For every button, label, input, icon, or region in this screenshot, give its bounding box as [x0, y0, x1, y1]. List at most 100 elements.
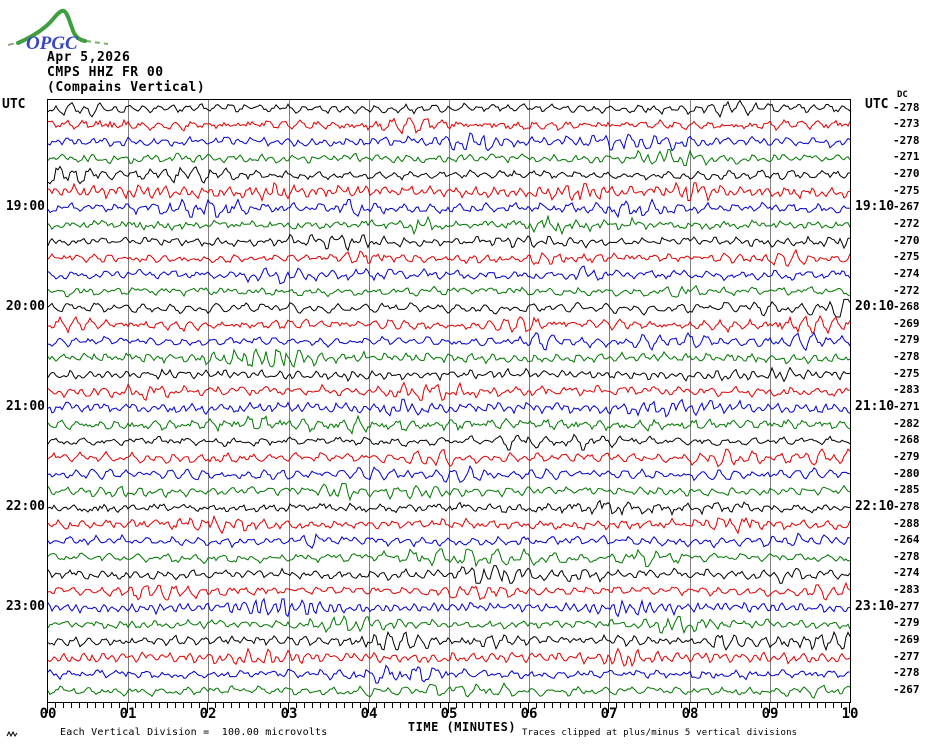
right-time-axis: 19:10 20:10 21:10 22:10 23:10 [853, 0, 898, 744]
dc-value: -278 [893, 101, 920, 114]
left-time-axis: 19:00 20:00 21:00 22:00 23:00 [0, 0, 45, 744]
dc-value: -264 [893, 533, 920, 546]
logo-mountain-icon: OPGC [7, 8, 109, 54]
right-hour-label: 20:10 [855, 299, 895, 314]
seismo-trace-6 [48, 181, 850, 203]
dc-value: -278 [893, 666, 920, 679]
dc-value: -270 [893, 234, 920, 247]
logo-text: OPGC [26, 33, 78, 54]
seismo-trace-31 [48, 597, 850, 618]
x-tick-label-02: 02 [199, 706, 217, 722]
seismo-trace-32 [48, 614, 850, 635]
x-tick-label-07: 07 [600, 706, 618, 722]
dc-value: -271 [893, 400, 920, 413]
seismo-trace-34 [48, 647, 850, 668]
x-tick-labels: 00 01 02 03 04 05 06 07 08 09 10 [0, 707, 930, 723]
x-tick-label-08: 08 [681, 706, 699, 722]
left-hour-label: 20:00 [5, 299, 45, 314]
x-tick-label-01: 01 [119, 706, 137, 722]
dc-value: -274 [893, 566, 920, 579]
seismo-trace-1 [48, 100, 850, 119]
right-hour-label: 23:10 [855, 599, 895, 614]
seismo-trace-27 [48, 532, 850, 549]
seismo-trace-22 [48, 448, 850, 468]
seismo-trace-30 [48, 581, 850, 601]
dc-column-header: DC [897, 90, 908, 100]
dc-value: -279 [893, 333, 920, 346]
dc-value: -285 [893, 483, 920, 496]
dc-value: -275 [893, 367, 920, 380]
microvolt-scale-icon [6, 730, 18, 738]
seismo-trace-25 [48, 499, 850, 517]
footer-clip-note: Traces clipped at plus/minus 5 vertical … [522, 728, 798, 738]
dc-value: -283 [893, 583, 920, 596]
seismo-trace-17 [48, 366, 850, 383]
seismo-trace-7 [48, 198, 850, 219]
dc-value: -269 [893, 317, 920, 330]
x-tick-label-09: 09 [761, 706, 779, 722]
header-component: (Compains Vertical) [47, 80, 206, 95]
seismo-trace-10 [48, 248, 850, 267]
x-tick-label-00: 00 [39, 706, 57, 722]
dc-value: -268 [893, 300, 920, 313]
dc-value: -277 [893, 650, 920, 663]
seismo-trace-11 [48, 265, 850, 285]
left-hour-label: 23:00 [5, 599, 45, 614]
seismo-trace-16 [48, 348, 850, 368]
seismo-trace-15 [48, 331, 850, 352]
dc-value: -272 [893, 217, 920, 230]
seismo-trace-14 [48, 314, 850, 335]
opgc-logo: OPGC [6, 4, 110, 54]
utc-right-label: UTC [865, 97, 889, 112]
right-hour-label: 22:10 [855, 499, 895, 514]
seismo-trace-28 [48, 547, 850, 568]
seismo-trace-21 [48, 433, 850, 451]
seismo-trace-33 [48, 630, 850, 652]
dc-value: -280 [893, 467, 920, 480]
x-axis-ticks [47, 703, 850, 713]
left-hour-label: 21:00 [5, 399, 45, 414]
seismo-trace-2 [48, 117, 850, 135]
seismo-trace-20 [48, 414, 850, 435]
dc-value: -275 [893, 250, 920, 263]
dc-value: -268 [893, 433, 920, 446]
dc-value: -278 [893, 550, 920, 563]
seismo-trace-8 [48, 214, 850, 236]
dc-value: -288 [893, 517, 920, 530]
seismo-trace-18 [48, 381, 850, 402]
seismo-trace-24 [48, 482, 850, 502]
left-hour-label: 19:00 [5, 199, 45, 214]
dc-value: -279 [893, 450, 920, 463]
footer-scale-note: Each Vertical Division = 100.00 microvol… [60, 727, 328, 738]
seismo-trace-26 [48, 514, 850, 535]
dc-value-column: -278 -273 -278 -271 -270 -275 -267 -272 -270 -275… [893, 0, 930, 744]
dc-value: -278 [893, 350, 920, 363]
dc-value: -277 [893, 600, 920, 613]
dc-value: -274 [893, 267, 920, 280]
right-hour-label: 19:10 [855, 199, 895, 214]
dc-value: -273 [893, 117, 920, 130]
seismo-trace-12 [48, 284, 850, 298]
utc-left-label: UTC [2, 97, 26, 112]
dc-value: -267 [893, 200, 920, 213]
seismo-trace-29 [48, 565, 850, 584]
dc-value: -270 [893, 167, 920, 180]
seismo-trace-5 [48, 165, 850, 185]
dc-value: -269 [893, 633, 920, 646]
dc-value: -278 [893, 500, 920, 513]
header-date: Apr 5,2026 [47, 50, 131, 65]
seismo-trace-13 [48, 298, 850, 318]
seismo-trace-23 [48, 464, 850, 483]
dc-value: -275 [893, 184, 920, 197]
left-hour-label: 22:00 [5, 499, 45, 514]
x-tick-label-10: 10 [841, 706, 859, 722]
dc-value: -267 [893, 683, 920, 696]
dc-value: -283 [893, 383, 920, 396]
trace-svg [48, 100, 850, 702]
dc-value: -279 [893, 616, 920, 629]
x-tick-label-03: 03 [280, 706, 298, 722]
seismo-trace-9 [48, 233, 850, 252]
x-axis-title: TIME (MINUTES) [407, 720, 517, 734]
dc-value: -271 [893, 150, 920, 163]
seismo-trace-35 [48, 664, 850, 684]
